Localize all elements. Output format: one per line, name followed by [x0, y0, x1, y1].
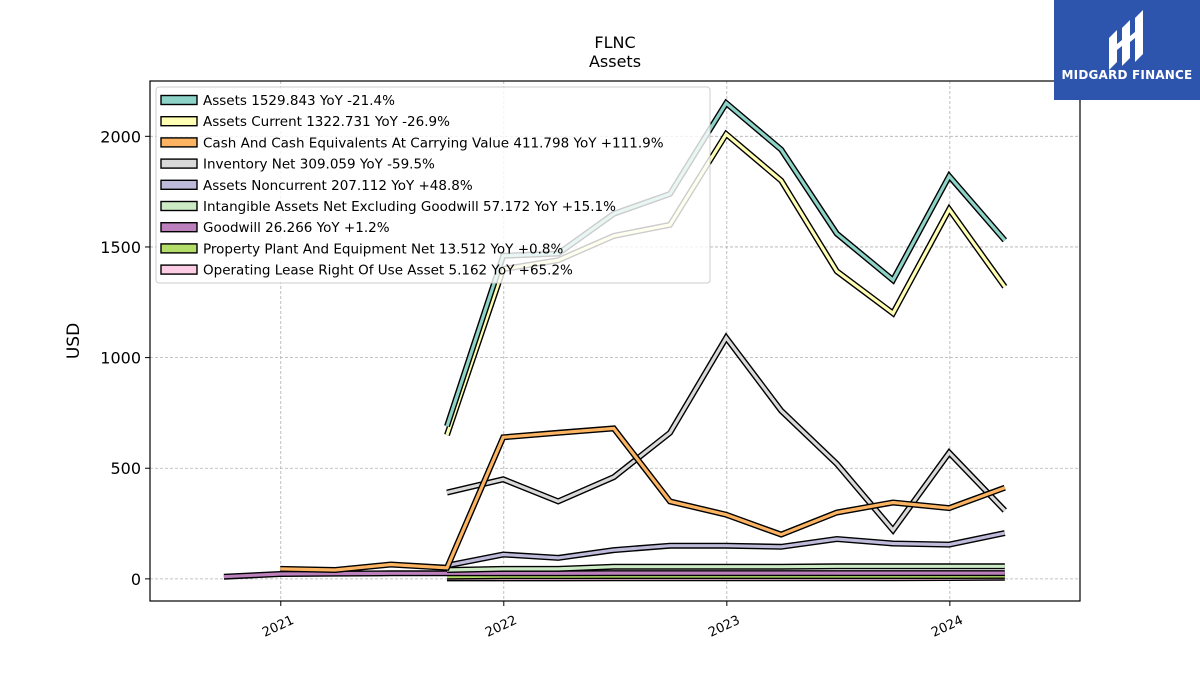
legend-entry: Intangible Assets Net Excluding Goodwill…: [203, 199, 616, 215]
y-tick-label: 500: [110, 459, 141, 478]
legend-entry: Cash And Cash Equivalents At Carrying Va…: [203, 135, 664, 151]
legend-entry: Property Plant And Equipment Net 13.512 …: [203, 241, 563, 257]
legend: Assets 1529.843 YoY -21.4% Assets Current…: [155, 86, 711, 284]
y-tick-label: 1500: [100, 238, 141, 257]
x-tick-label: 2024: [929, 613, 965, 641]
legend-entry: Assets Noncurrent 207.112 YoY +48.8%: [203, 178, 473, 194]
legend-swatch: [160, 179, 198, 191]
x-tick-label: 2021: [260, 613, 296, 641]
legend-entry: Operating Lease Right Of Use Asset 5.162…: [203, 263, 573, 279]
legend-box: [155, 86, 711, 284]
legend-swatch: [160, 137, 198, 148]
legend-swatch: [160, 115, 198, 127]
legend-swatch: [160, 200, 198, 212]
logo-text: MIDGARD FINANCE: [1061, 68, 1193, 82]
logo-icon: [1109, 10, 1143, 70]
legend-swatch: [160, 243, 198, 254]
legend-swatch: [160, 158, 198, 169]
series-line: [446, 531, 1006, 568]
y-axis-label: USD: [64, 323, 84, 359]
legend-swatch: [160, 264, 198, 275]
series-line-outline: [446, 530, 1006, 569]
legend-entry: Assets 1529.843 YoY -21.4%: [203, 93, 395, 109]
x-tick-label: 2023: [706, 613, 742, 641]
plot-frame: [149, 80, 1081, 602]
legend-entry: Inventory Net 309.059 YoY -59.5%: [203, 157, 435, 173]
y-tick-label: 0: [131, 570, 141, 589]
legend-swatch: [160, 94, 198, 106]
watermark-logo: MIDGARD FINANCE: [1054, 0, 1200, 100]
legend-swatch: [160, 221, 198, 233]
chart-title: FLNC: [594, 33, 635, 52]
y-tick-label: 2000: [100, 127, 141, 146]
series-line: [280, 426, 1006, 572]
legend-entry: Goodwill 26.266 YoY +1.2%: [203, 220, 390, 236]
legend-entry: Assets Current 1322.731 YoY -26.9%: [203, 114, 450, 130]
chart-subtitle: Assets: [589, 52, 641, 71]
series-line: [223, 571, 1005, 579]
x-tick-label: 2022: [483, 613, 519, 641]
series-line: [446, 564, 1005, 572]
y-tick-label: 1000: [100, 349, 141, 368]
